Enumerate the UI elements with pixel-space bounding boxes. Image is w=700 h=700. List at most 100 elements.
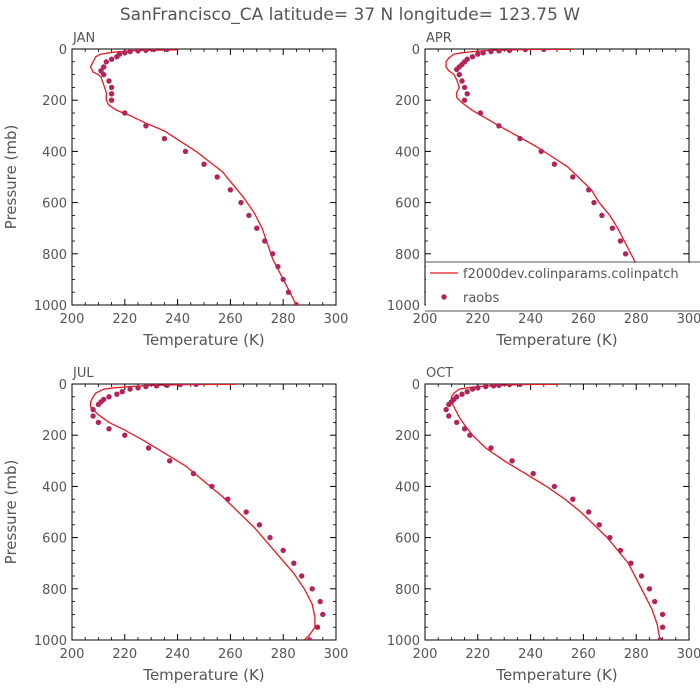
x-axis-label: Temperature (K) — [142, 331, 264, 349]
obs-point — [622, 251, 629, 257]
obs-point — [114, 391, 120, 397]
panel-label-jul: JUL — [72, 366, 94, 381]
obs-point — [469, 386, 476, 392]
obs-point — [469, 54, 476, 60]
y-tick-label: 800 — [42, 248, 67, 263]
obs-point — [652, 598, 658, 605]
figure-title: SanFrancisco_CA latitude= 37 N longitude… — [120, 5, 580, 25]
y-tick-label: 400 — [42, 145, 67, 160]
obs-point — [275, 263, 281, 270]
y-tick-label: 200 — [42, 94, 67, 109]
obs-point — [541, 49, 547, 52]
obs-point — [490, 384, 497, 389]
legend: f2000dev.colinparams.colinpatch raobs — [425, 261, 700, 312]
y-tick-label: 800 — [395, 583, 420, 598]
obs-point — [101, 71, 107, 78]
obs-point — [143, 384, 149, 390]
obs-point — [454, 419, 460, 426]
obs-point — [106, 426, 112, 432]
obs-point — [135, 49, 141, 54]
obs-point — [153, 384, 160, 389]
y-tick-label: 600 — [395, 197, 420, 212]
obs-point — [659, 611, 666, 618]
obs-point — [483, 384, 489, 390]
obs-point — [108, 84, 115, 91]
y-tick-label: 1000 — [34, 299, 67, 314]
x-tick-label: 200 — [413, 312, 438, 327]
y-tick-label: 0 — [59, 378, 67, 393]
y-tick-label: 1000 — [387, 634, 420, 649]
obs-point — [108, 56, 115, 62]
y-tick-label: 600 — [42, 197, 67, 212]
y-tick-label: 600 — [395, 532, 420, 547]
obs-point — [480, 50, 486, 56]
obs-point — [145, 445, 152, 451]
obs-point — [293, 302, 300, 305]
obs-point — [530, 470, 536, 477]
obs-point — [280, 276, 286, 283]
obs-point — [586, 509, 592, 515]
obs-point — [269, 251, 276, 257]
obs-point — [464, 389, 470, 395]
legend-model-label: f2000dev.colinparams.colinpatch — [463, 267, 679, 282]
x-tick-label: 240 — [518, 647, 543, 662]
obs-point — [517, 135, 523, 142]
obs-point — [467, 432, 473, 438]
panel-jan: 200 220 240 260 280 300 0 200 400 600 800 1000 JAN Te… — [2, 31, 348, 349]
y-tick-label: 400 — [42, 480, 67, 495]
x-tick-label: 280 — [271, 647, 296, 662]
model-line — [445, 49, 651, 305]
x-tick-label: 260 — [571, 647, 596, 662]
x-tick-label: 200 — [60, 647, 85, 662]
obs-point — [164, 384, 170, 388]
model-line — [450, 384, 661, 640]
panel-label-jan: JAN — [72, 31, 95, 46]
panel-label-apr: APR — [426, 31, 452, 46]
obs-point — [246, 212, 252, 219]
obs-point — [657, 637, 663, 640]
obs-point — [464, 91, 470, 97]
obs-point — [506, 49, 513, 53]
x-tick-label: 260 — [218, 312, 243, 327]
obs-point — [143, 49, 149, 53]
x-tick-label: 280 — [624, 312, 649, 327]
obs-point — [227, 187, 234, 193]
obs-point — [551, 483, 558, 490]
obs-point — [201, 161, 207, 167]
obs-point — [306, 637, 313, 640]
obs-point — [570, 496, 576, 502]
y-tick-label: 0 — [412, 378, 420, 393]
obs-point — [151, 49, 157, 53]
panel-oct: 200 220 240 260 280 300 0 200 400 600 800 1000 OCT Te… — [387, 366, 700, 684]
obs-point — [586, 187, 592, 193]
legend-dot-swatch — [441, 294, 447, 300]
obs-point — [122, 50, 128, 56]
obs-point — [646, 586, 653, 592]
y-tick-label: 1000 — [34, 634, 67, 649]
obs-point — [122, 110, 128, 116]
obs-point — [193, 384, 199, 387]
obs-point — [591, 199, 597, 206]
obs-point — [459, 78, 465, 84]
obs-point — [177, 384, 183, 388]
obs-point — [496, 49, 502, 54]
obs-point — [317, 598, 323, 605]
obs-point — [320, 611, 326, 618]
obs-point — [477, 110, 484, 116]
obs-point — [456, 71, 462, 78]
obs-point — [628, 560, 634, 566]
obs-point — [496, 384, 502, 388]
x-axis-label: Temperature (K) — [495, 666, 617, 684]
obs-point — [119, 389, 125, 395]
obs-point — [254, 225, 260, 231]
x-tick-label: 280 — [624, 647, 649, 662]
obs-point — [461, 97, 468, 103]
y-tick-label: 0 — [59, 43, 67, 58]
x-tick-label: 260 — [571, 312, 596, 327]
obs-point — [262, 238, 268, 244]
x-tick-label: 300 — [677, 312, 700, 327]
x-tick-label: 260 — [218, 647, 243, 662]
obs-point — [285, 289, 292, 295]
model-line — [89, 384, 316, 640]
